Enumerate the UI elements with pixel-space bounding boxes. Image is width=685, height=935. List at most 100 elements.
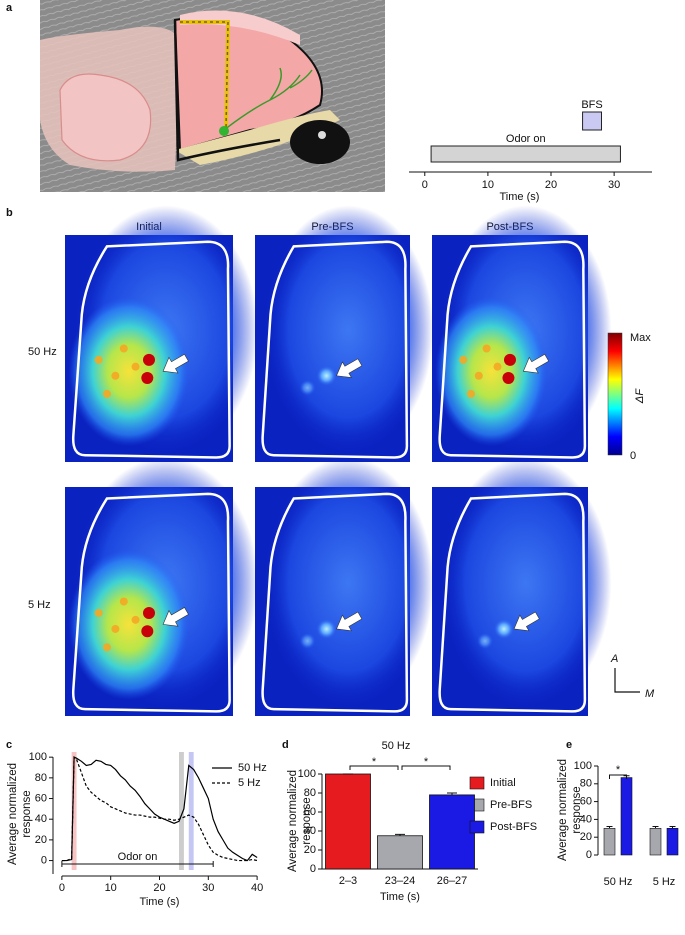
significance-bracket	[349, 765, 399, 770]
colorbar-label: ΔF	[634, 388, 646, 404]
significance-label: *	[616, 764, 621, 776]
series-line	[61, 755, 258, 862]
panel-letter: b	[6, 207, 13, 219]
legend-swatch	[469, 776, 485, 790]
x-tick-label: 26–27	[437, 875, 468, 887]
y-tick-label: 80	[580, 778, 592, 790]
mouse-illustration	[40, 0, 385, 192]
heatmap-hot	[435, 296, 548, 447]
event-bar	[430, 145, 621, 163]
y-tick-label: 0	[310, 863, 316, 875]
heatmap-hot	[68, 296, 190, 447]
y-tick-label: 100	[29, 751, 47, 763]
x-tick-label: 20	[153, 882, 165, 894]
x-tick-label: 0	[422, 179, 428, 191]
heatmap-peak	[143, 606, 155, 619]
heatmap-spot	[493, 362, 502, 371]
heatmap-spot	[94, 355, 103, 364]
heatmap-image	[432, 457, 611, 716]
y-tick-label: 60	[35, 792, 47, 804]
bar	[620, 777, 633, 856]
significance-bracket	[609, 774, 627, 779]
x-tick-label: 0	[59, 882, 65, 894]
heatmap-spot	[119, 597, 128, 606]
arrow	[336, 611, 363, 632]
error-bar	[652, 826, 659, 829]
x-axis-label: Time (s)	[140, 896, 180, 908]
heatmap-spot	[477, 632, 493, 649]
heatmap-image	[65, 205, 258, 462]
row-label: 50 Hz	[28, 346, 57, 358]
orientation-medial: M	[645, 688, 655, 700]
colorbar-max: Max	[630, 332, 651, 344]
heatmap-peak	[504, 353, 516, 366]
y-tick-label: 20	[304, 844, 316, 856]
significance-bracket	[401, 765, 451, 770]
panel-letter: a	[6, 2, 13, 14]
legend-label: 50 Hz	[238, 762, 267, 774]
bar	[377, 835, 423, 870]
heatmap-spot	[111, 371, 120, 380]
heatmap-spot	[131, 362, 140, 371]
heatmap-spot	[103, 389, 111, 398]
c-y-label: Average normalized response	[7, 762, 33, 866]
row-label: 5 Hz	[28, 599, 51, 611]
y-tick-label: 0	[586, 849, 592, 861]
x-tick-label: 30	[608, 179, 620, 191]
x-tick-label: 30	[202, 882, 214, 894]
x-tick-label: 40	[251, 882, 263, 894]
roi-outline	[73, 242, 229, 458]
heatmap-peak	[143, 353, 155, 366]
x-axis-label: Time (s)	[380, 891, 420, 903]
series-line	[61, 756, 258, 862]
heatmap-hot	[68, 548, 190, 700]
d-y-label: Average normalized response	[287, 769, 313, 873]
heatmap-spot	[459, 355, 468, 364]
y-tick-label: 100	[574, 760, 592, 772]
heatmap-spot	[103, 643, 111, 652]
error-bar	[669, 826, 676, 829]
heatmap-spot	[316, 365, 337, 386]
event-label: Odor on	[506, 133, 546, 145]
roi-outline	[73, 494, 229, 712]
orientation-axes	[614, 668, 640, 693]
e-y-label: Average normalized response	[557, 758, 583, 862]
heatmap-spot	[494, 618, 514, 639]
arrow	[162, 607, 189, 627]
heatmap-image	[255, 457, 433, 716]
legend-label: Pre-BFS	[490, 799, 532, 811]
highlight-band	[71, 752, 77, 870]
x-tick-label: 20	[545, 179, 557, 191]
error-bar	[447, 792, 457, 795]
arrow	[513, 611, 540, 632]
panel-letter: d	[282, 739, 289, 751]
heatmap-peak	[141, 372, 154, 385]
orientation-anterior: A	[610, 653, 618, 665]
heatmap-peak	[502, 372, 515, 385]
legend-label: Initial	[490, 777, 516, 789]
legend-label: 5 Hz	[238, 777, 261, 789]
x-tick-label: 10	[105, 882, 117, 894]
error-bar	[606, 826, 613, 829]
heatmap-spot	[131, 615, 140, 624]
event-bar	[582, 111, 603, 131]
heatmap-spot	[316, 618, 337, 639]
highlight-band	[179, 752, 184, 870]
bar	[649, 827, 662, 856]
chart-title: 50 Hz	[382, 740, 411, 752]
y-tick-label: 20	[35, 834, 47, 846]
heatmap-spot	[119, 344, 128, 353]
error-bar	[395, 833, 405, 836]
panel-letter: c	[6, 739, 12, 751]
heatmap-image	[65, 457, 258, 716]
event-label: BFS	[581, 99, 602, 111]
heatmap-spot	[111, 624, 120, 633]
legend-label: Post-BFS	[490, 821, 537, 833]
y-tick-label: 60	[304, 806, 316, 818]
y-tick-label: 80	[304, 787, 316, 799]
odor-label: Odor on	[118, 851, 158, 863]
x-tick-label: 10	[482, 179, 494, 191]
arrow	[336, 358, 363, 378]
